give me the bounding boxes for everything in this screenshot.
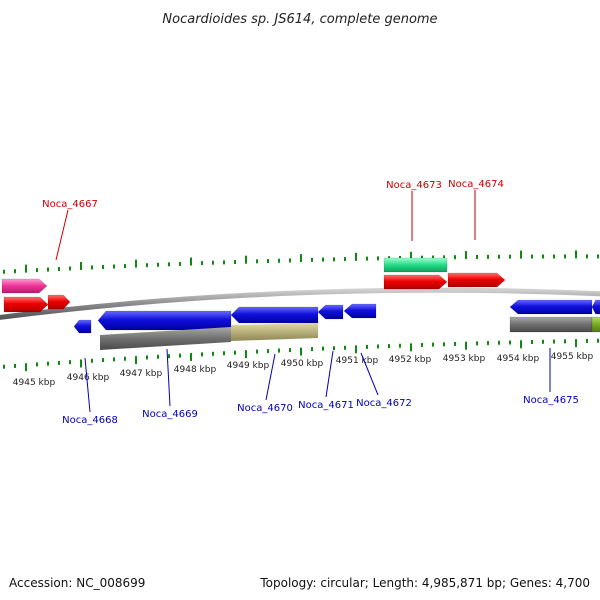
gene-label: Noca_4672 — [356, 398, 412, 409]
gene-label: Noca_4668 — [62, 415, 118, 426]
gene-label: Noca_4675 — [523, 395, 579, 406]
accession-text: Accession: NC_008699 — [9, 576, 146, 590]
gene-label: Noca_4673 — [386, 180, 442, 191]
reverse-gene-arrow — [591, 299, 600, 315]
kbp-label: 4947 kbp — [120, 369, 163, 379]
kbp-label: 4946 kbp — [67, 373, 110, 383]
map-title: Nocardioides sp. JS614, complete genome — [162, 12, 437, 27]
forward-gene-arrow — [447, 272, 506, 288]
forward-gene-arrow — [47, 294, 71, 310]
gene-label: Noca_4669 — [142, 409, 198, 420]
kbp-labels: 4945 kbp 4946 kbp 4947 kbp 4948 kbp 4949 kbp… — [13, 352, 594, 388]
gene-label: Noca_4670 — [237, 403, 293, 414]
reverse-gene-arrow — [509, 299, 593, 315]
tick-marks — [3, 250, 599, 372]
green-feature — [383, 257, 448, 273]
label-leader — [265, 353, 276, 401]
gene-label: Noca_4671 — [298, 400, 354, 411]
reverse-gene-arrow — [343, 303, 377, 319]
reverse-gene-arrow — [230, 306, 319, 324]
kbp-label: 4951 kbp — [336, 356, 379, 366]
gene-label: Noca_4667 — [42, 199, 98, 210]
kbp-label: 4945 kbp — [13, 378, 56, 388]
khaki-feature — [231, 323, 318, 341]
feature-tracks — [1, 257, 600, 350]
label-leader — [360, 352, 379, 396]
genome-summary: Topology: circular; Length: 4,985,871 bp… — [260, 576, 590, 590]
reverse-gene-arrow — [97, 310, 232, 331]
gene-labels: Noca_4667 Noca_4673 Noca_4674 Noca_4668 Noca… — [42, 179, 579, 426]
forward-gene-arrow — [383, 274, 448, 290]
kbp-label: 4950 kbp — [281, 359, 324, 369]
label-leader — [166, 348, 171, 407]
kbp-label: 4949 kbp — [227, 361, 270, 371]
reverse-gene-arrow — [73, 319, 92, 334]
forward-gene-arrow — [3, 296, 49, 313]
kbp-label: 4954 kbp — [497, 354, 540, 364]
reverse-gene-arrow — [317, 304, 344, 320]
kbp-label: 4948 kbp — [174, 365, 217, 375]
gray-feature — [100, 327, 231, 350]
label-leader — [55, 209, 69, 261]
genome-backbone — [0, 287, 600, 320]
gray-feature — [509, 316, 593, 333]
olive-feature — [591, 316, 600, 333]
kbp-label: 4955 kbp — [551, 352, 594, 362]
gene-label: Noca_4674 — [448, 179, 504, 190]
pink-feature — [1, 278, 48, 294]
label-leader — [84, 357, 91, 413]
kbp-label: 4952 kbp — [389, 355, 432, 365]
kbp-label: 4953 kbp — [443, 354, 486, 364]
label-leader — [325, 350, 334, 398]
